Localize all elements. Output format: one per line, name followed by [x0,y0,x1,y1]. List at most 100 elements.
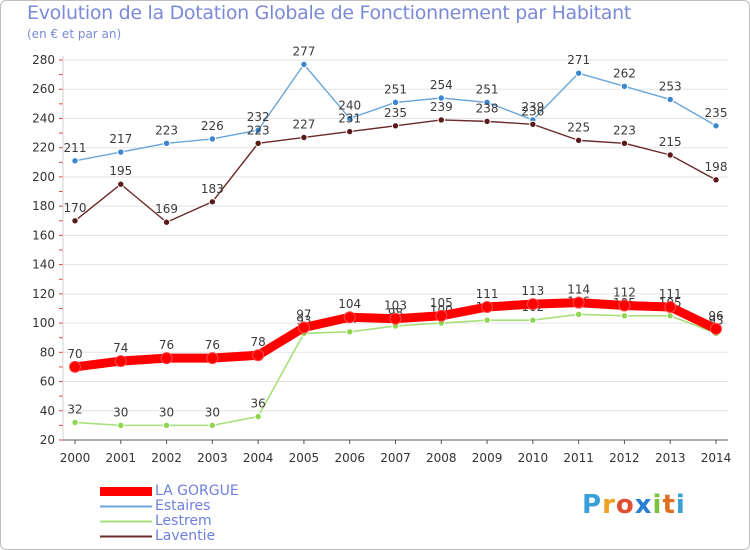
data-label-la_gorgue: 70 [67,347,82,361]
data-point-laventie [391,122,400,130]
x-tick-label: 2014 [701,451,732,465]
data-label-estaires: 223 [155,123,178,137]
legend-swatch [100,487,152,496]
legend-item-laventie[interactable]: Laventie [100,529,239,544]
data-label-la_gorgue: 114 [567,283,590,297]
data-label-laventie: 227 [292,117,315,131]
data-point-la_gorgue [160,352,173,365]
data-point-laventie [437,116,445,124]
data-label-estaires: 277 [292,44,315,58]
data-label-la_gorgue: 103 [384,299,407,313]
data-label-laventie: 239 [430,100,453,114]
data-point-la_gorgue [572,296,585,309]
data-label-la_gorgue: 76 [205,338,220,352]
data-label-la_gorgue: 76 [159,338,174,352]
data-point-lestrem [529,316,537,324]
logo-letter: P [582,490,603,520]
data-label-estaires: 217 [109,132,132,146]
data-label-laventie: 238 [476,101,499,115]
data-label-la_gorgue: 96 [708,309,723,323]
legend-item-estaires[interactable]: Estaires [100,499,239,514]
data-point-estaires [71,157,79,165]
data-point-laventie [620,139,629,148]
chart-subtitle: (en € et par an) [27,27,122,41]
data-label-lestrem: 30 [159,405,174,419]
data-point-estaires [483,98,491,107]
data-label-laventie: 170 [64,201,87,215]
legend-label: Lestrem [155,513,212,529]
data-point-estaires [712,122,720,130]
data-label-laventie: 198 [705,160,728,174]
legend: LA GORGUE Estaires Lestrem Laventie [100,484,239,544]
data-point-lestrem [162,421,171,430]
y-tick-label: 60 [40,375,55,389]
data-point-laventie [254,139,262,148]
data-point-lestrem [483,316,491,324]
data-point-la_gorgue [481,301,494,313]
y-tick-label: 100 [32,316,55,330]
legend-swatch [100,535,152,538]
data-label-la_gorgue: 104 [338,297,361,311]
data-label-estaires: 235 [705,106,728,120]
data-label-lestrem: 32 [67,402,82,416]
logo-letter: i [652,490,663,520]
data-point-lestrem [574,310,583,319]
x-tick-label: 2004 [243,451,274,465]
x-tick-label: 2000 [60,451,91,465]
data-point-la_gorgue [389,312,402,325]
chart-title: Evolution de la Dotation Globale de Fonc… [27,2,632,24]
data-label-estaires: 251 [476,82,499,96]
y-tick-label: 120 [32,287,55,301]
x-tick-label: 2008 [426,451,457,465]
data-label-lestrem: 36 [251,397,266,411]
legend-item-la-gorgue[interactable]: LA GORGUE [100,484,239,499]
data-label-laventie: 195 [109,164,132,178]
data-point-laventie [574,136,583,145]
data-point-la_gorgue [343,311,356,324]
x-tick-label: 2009 [472,451,503,465]
data-point-la_gorgue [435,309,448,322]
data-point-lestrem [254,412,262,421]
data-point-estaires [346,114,354,123]
y-tick-label: 40 [40,404,55,418]
legend-item-lestrem[interactable]: Lestrem [100,514,239,529]
logo-letter: o [615,490,635,520]
x-tick-label: 2001 [106,451,137,465]
x-tick-label: 2002 [151,451,182,465]
data-label-laventie: 169 [155,202,178,216]
proxiti-logo: Proxiti [582,490,686,520]
data-point-estaires [574,69,583,77]
data-label-laventie: 236 [521,104,544,118]
legend-label: Laventie [155,528,216,544]
data-point-laventie [666,151,674,159]
data-point-lestrem [666,312,674,320]
x-tick-label: 2011 [563,451,594,465]
data-label-la_gorgue: 105 [430,296,453,310]
data-point-estaires [254,126,262,134]
y-tick-label: 140 [32,258,55,272]
data-point-lestrem [208,421,217,430]
data-label-laventie: 231 [338,112,361,126]
data-label-la_gorgue: 113 [521,284,544,298]
data-point-laventie [162,218,171,226]
logo-letter: r [602,490,616,520]
legend-label: Estaires [155,498,211,514]
data-point-la_gorgue [206,352,219,365]
data-point-estaires [391,98,400,107]
data-point-la_gorgue [664,301,677,313]
data-label-estaires: 239 [521,100,544,114]
data-label-estaires: 251 [384,82,407,96]
data-label-la_gorgue: 111 [476,287,499,301]
data-point-laventie [529,120,537,129]
data-point-la_gorgue [526,298,539,311]
data-point-la_gorgue [69,360,81,373]
y-tick-label: 20 [40,433,55,447]
x-tick-label: 2005 [289,451,320,465]
data-label-estaires: 253 [659,79,682,93]
x-tick-label: 2003 [197,451,228,465]
data-point-estaires [117,148,125,156]
data-label-la_gorgue: 112 [613,286,636,300]
data-point-laventie [483,117,491,126]
data-label-la_gorgue: 78 [251,335,266,349]
